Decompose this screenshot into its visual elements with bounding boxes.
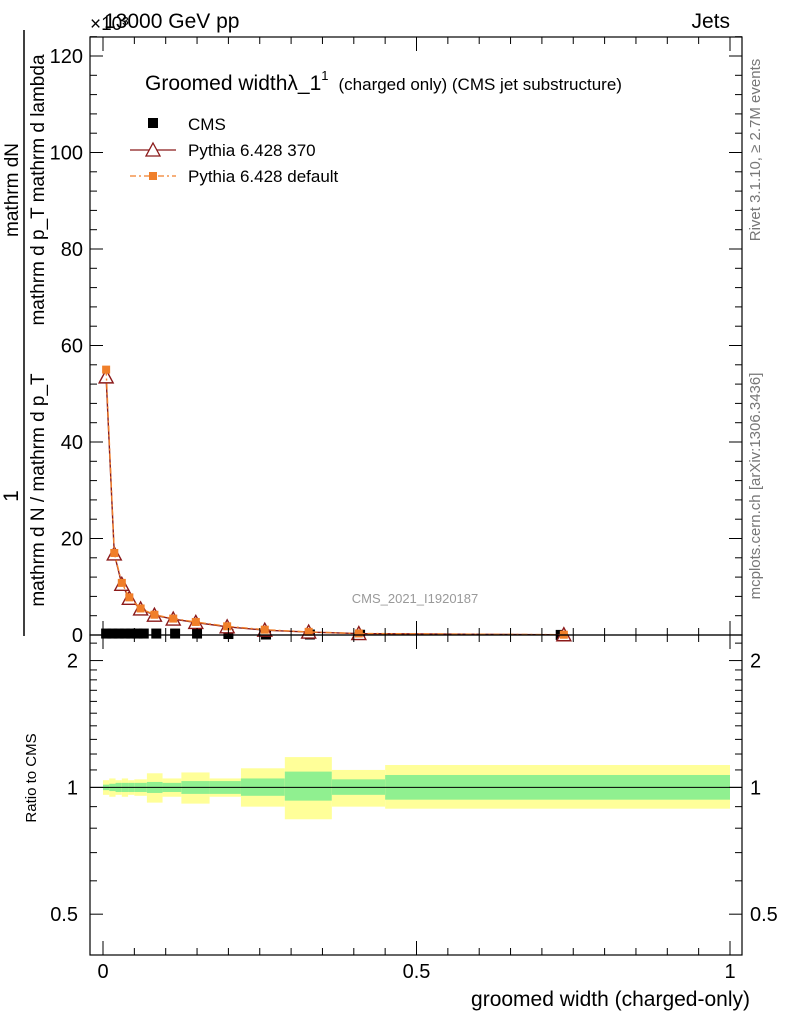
- data-point-pythiadefault: [150, 610, 159, 619]
- data-point-cms: [113, 628, 124, 639]
- data-point-cms: [170, 628, 181, 639]
- ratio-panel: 0.5 0.5 1 1 2 2 0 0.5 1: [50, 634, 778, 983]
- ratio-y-title: Ratio to CMS: [23, 733, 40, 822]
- data-point-pythiadefault: [354, 629, 363, 638]
- process-label: Jets: [691, 10, 730, 33]
- ratio-y-tick-label-right: 0.5: [750, 904, 778, 926]
- x-axis-title: groomed width (charged-only): [471, 988, 750, 1011]
- x-tick-label: 0: [97, 961, 108, 983]
- y-axis-title: 1 mathrm d N / mathrm d p_T mathrm dN ma…: [0, 30, 49, 636]
- ratio-y-tick-label-right: 1: [750, 777, 761, 799]
- data-point-pythiadefault: [223, 622, 232, 631]
- legend: CMS Pythia 6.428 370 Pythia 6.428 defaul…: [130, 115, 339, 186]
- y-tick-label: 20: [61, 529, 83, 551]
- data-point-pythia370: [97, 368, 115, 384]
- data-point-cms: [126, 628, 137, 639]
- y-title-frac-numerator: 1: [0, 490, 23, 502]
- plot-title-lambda: λ_1: [287, 72, 321, 95]
- watermark: CMS_2021_I1920187: [352, 591, 479, 606]
- plot-title: Groomed widthλ_11 (charged only) (CMS jet…: [145, 68, 622, 95]
- series-line: [105, 376, 564, 636]
- data-point-cms: [138, 628, 149, 639]
- legend-pythiadef-label: Pythia 6.428 default: [188, 167, 339, 186]
- plot-title-main: Groomed width: [145, 72, 287, 95]
- y-title-frac-denominator: mathrm d N / mathrm d p_T: [28, 373, 49, 607]
- x-tick-label: 1: [724, 961, 735, 983]
- data-point-cms: [119, 628, 130, 639]
- y-exponent: ×10³: [90, 14, 129, 35]
- legend-pythia370-label: Pythia 6.428 370: [188, 141, 316, 160]
- y-tick-label: 80: [61, 239, 83, 261]
- plot-title-rest: (charged only) (CMS jet substructure): [339, 75, 622, 94]
- mcplots-credit: mcplots.cern.ch [arXiv:1306.3436]: [747, 373, 764, 600]
- ratio-y-tick-label: 2: [67, 651, 78, 673]
- plot-title-sup: 1: [321, 68, 328, 83]
- data-point-pythiadefault: [260, 625, 269, 634]
- legend-pythiadef-marker: [149, 172, 157, 180]
- data-point-pythiadefault: [117, 578, 126, 587]
- data-point-cms: [101, 628, 112, 639]
- y-title-numerator: mathrm dN: [2, 143, 23, 237]
- series-line: [105, 369, 564, 636]
- legend-pythia370-marker: [144, 141, 162, 157]
- data-point-pythiadefault: [102, 365, 111, 374]
- legend-cms-label: CMS: [188, 115, 226, 134]
- data-point-cms: [132, 628, 143, 639]
- y-tick-label: 60: [61, 336, 83, 358]
- ratio-y-tick-label-right: 2: [750, 651, 761, 673]
- main-panel: 0 20 40 60 80 100 120 CMS_2021_I1920187 Groome…: [50, 36, 743, 647]
- y-tick-label: 100: [50, 143, 83, 165]
- ratio-y-tick-label: 1: [67, 777, 78, 799]
- data-point-cms: [107, 628, 118, 639]
- collision-label: 13000 GeV pp: [104, 10, 239, 33]
- y-title-denominator: mathrm d p_T mathrm d lambda: [28, 54, 49, 325]
- rivet-version: Rivet 3.1.10, ≥ 2.7M events: [747, 59, 764, 242]
- data-point-pythiadefault: [125, 593, 134, 602]
- ratio-stat-band: [284, 771, 332, 801]
- data-point-pythiadefault: [110, 548, 119, 557]
- data-point-pythiadefault: [136, 604, 145, 613]
- data-point-pythiadefault: [191, 617, 200, 626]
- data-point-cms: [151, 628, 162, 639]
- y-tick-label: 120: [50, 46, 83, 68]
- y-tick-label: 0: [72, 625, 83, 647]
- ratio-y-tick-label: 0.5: [50, 904, 78, 926]
- data-point-pythiadefault: [169, 614, 178, 623]
- y-tick-label: 40: [61, 432, 83, 454]
- x-tick-label: 0.5: [403, 961, 431, 983]
- legend-cms-marker: [148, 118, 158, 128]
- data-point-pythiadefault: [304, 627, 313, 636]
